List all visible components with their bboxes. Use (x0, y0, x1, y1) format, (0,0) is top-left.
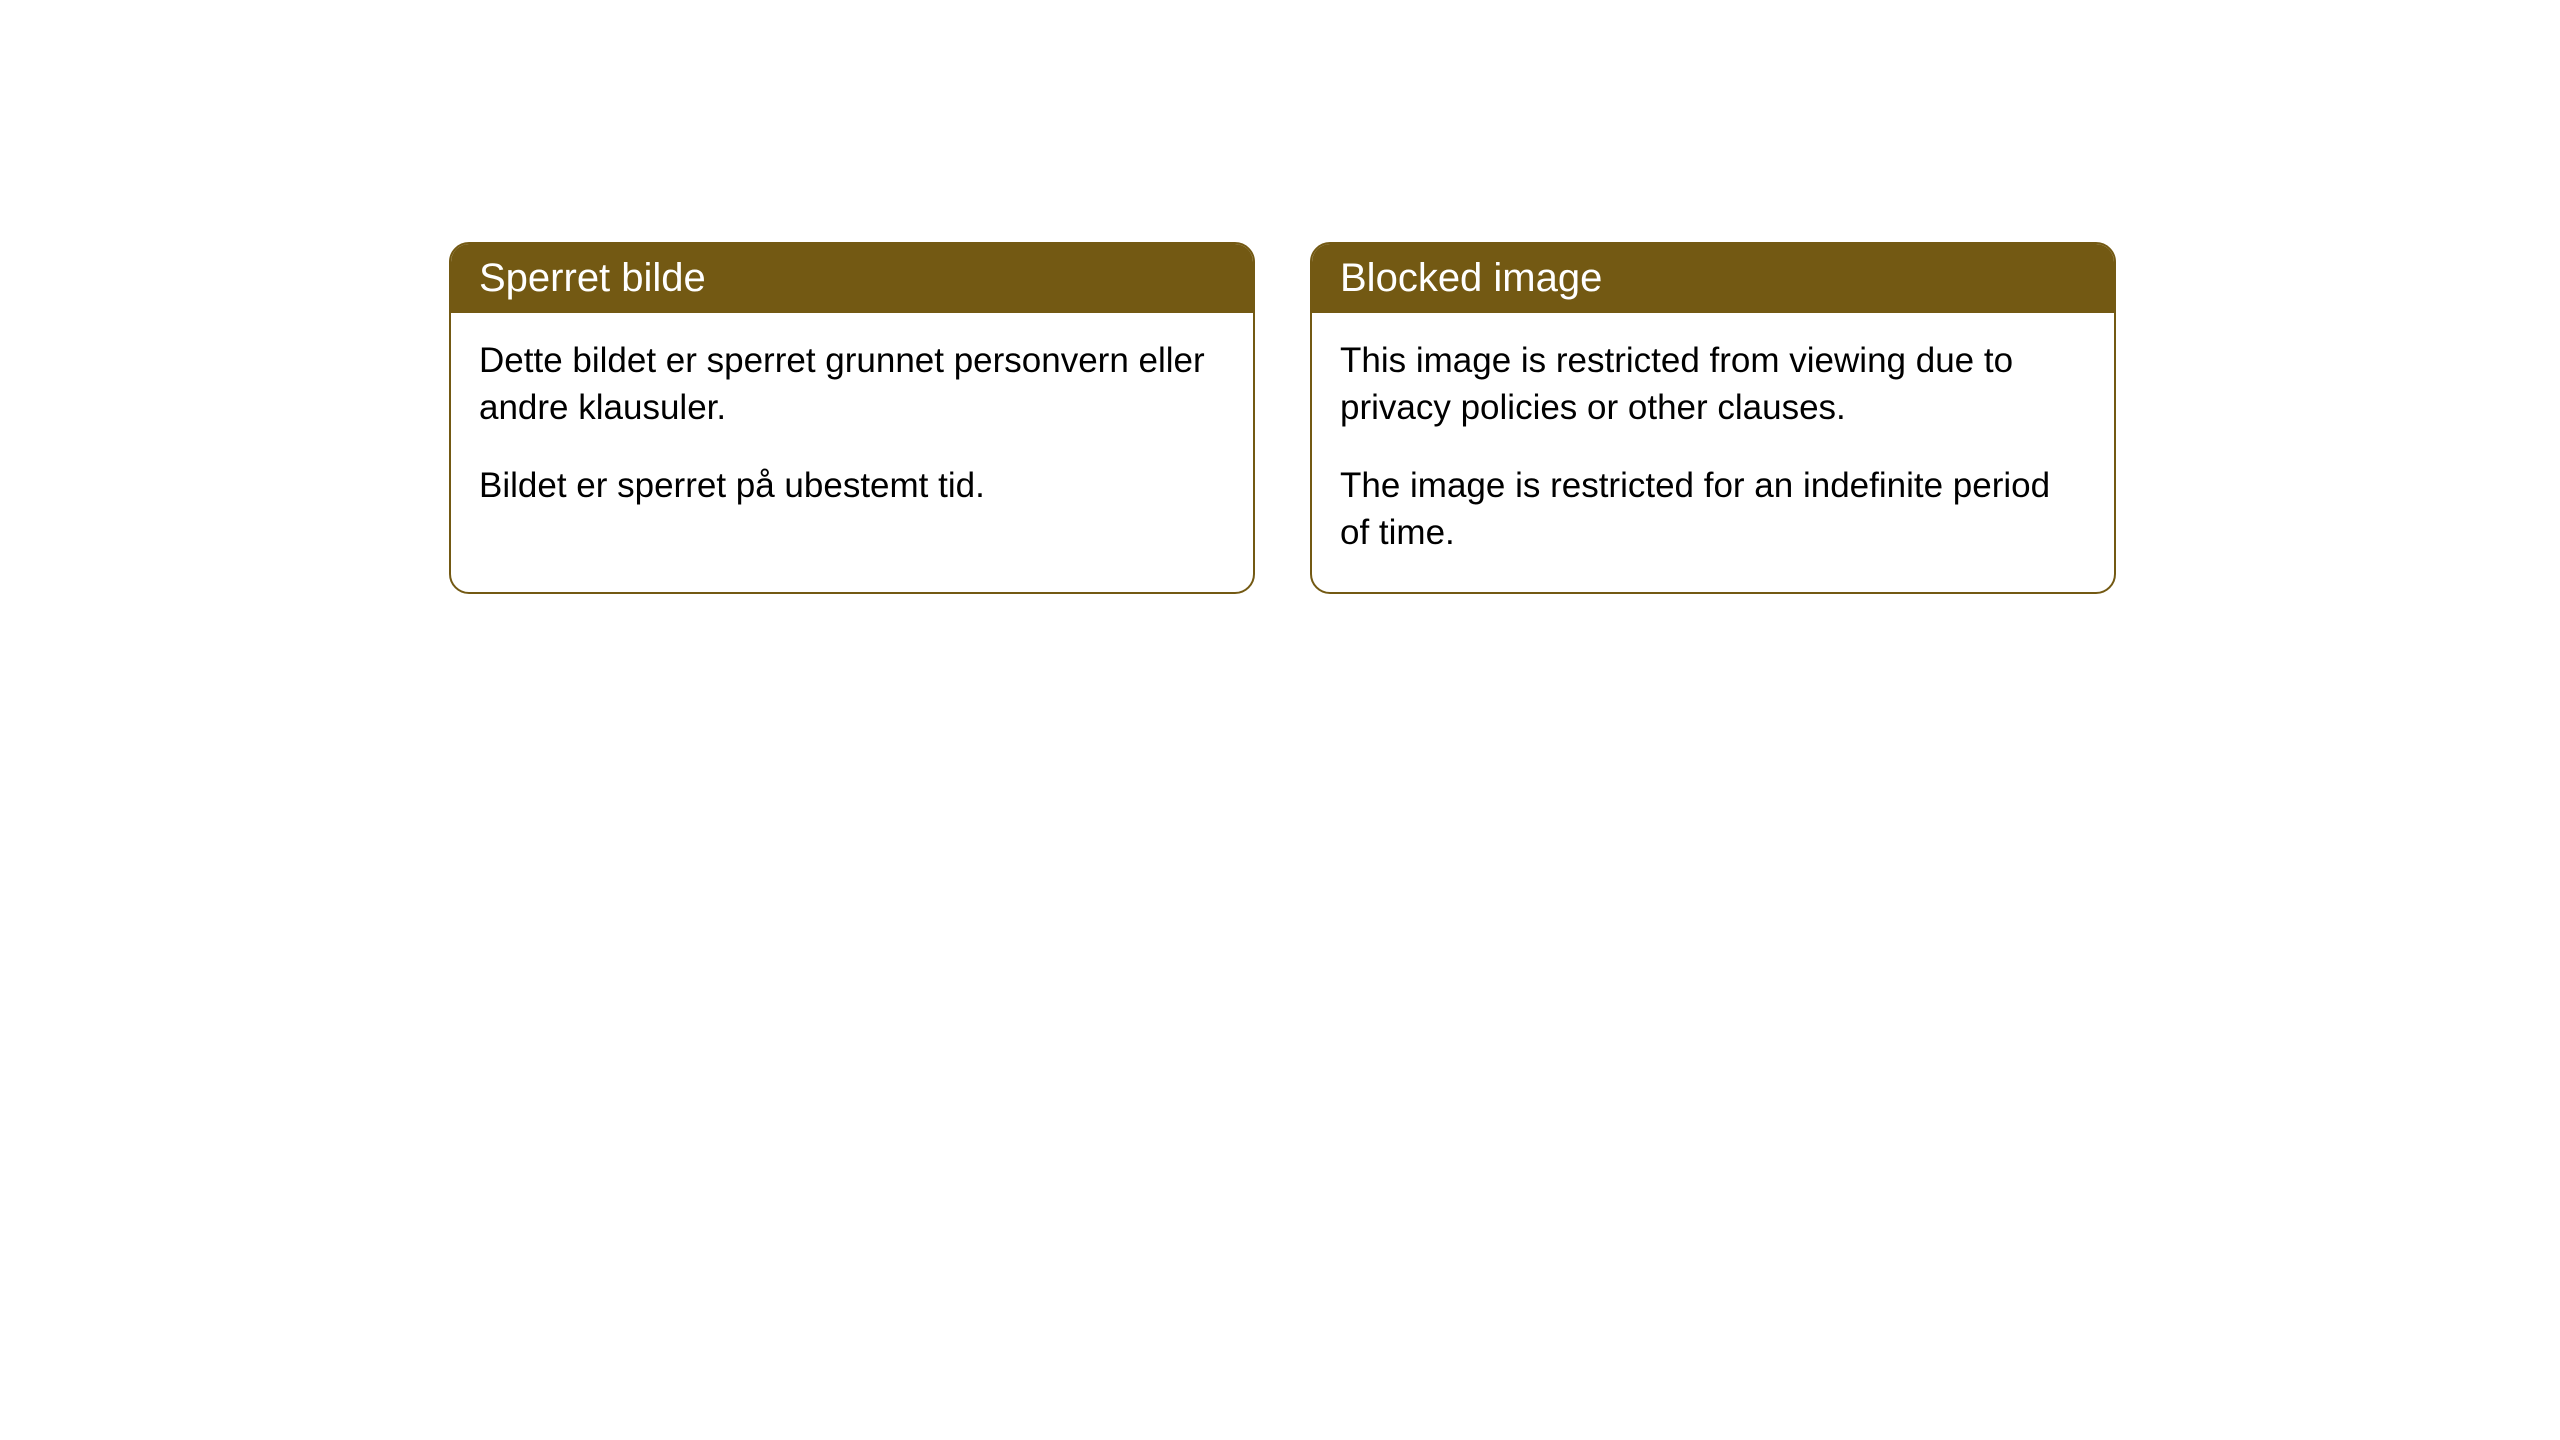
notice-cards-container: Sperret bilde Dette bildet er sperret gr… (0, 0, 2560, 594)
card-title: Blocked image (1340, 256, 1602, 300)
notice-card-norwegian: Sperret bilde Dette bildet er sperret gr… (449, 242, 1255, 594)
card-header: Blocked image (1312, 244, 2114, 313)
card-header: Sperret bilde (451, 244, 1253, 313)
card-paragraph: Bildet er sperret på ubestemt tid. (479, 462, 1225, 509)
card-body: This image is restricted from viewing du… (1312, 313, 2114, 592)
card-paragraph: The image is restricted for an indefinit… (1340, 462, 2086, 557)
notice-card-english: Blocked image This image is restricted f… (1310, 242, 2116, 594)
card-body: Dette bildet er sperret grunnet personve… (451, 313, 1253, 545)
card-paragraph: Dette bildet er sperret grunnet personve… (479, 337, 1225, 432)
card-title: Sperret bilde (479, 256, 706, 300)
card-paragraph: This image is restricted from viewing du… (1340, 337, 2086, 432)
